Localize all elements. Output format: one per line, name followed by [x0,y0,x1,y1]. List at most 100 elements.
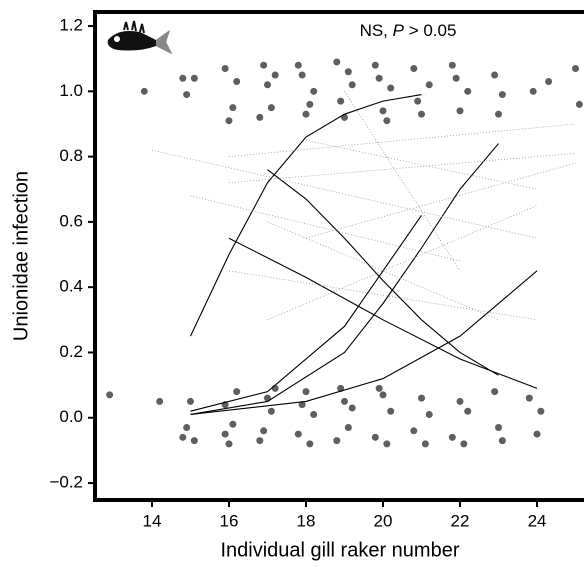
point [156,397,164,405]
point [491,388,499,396]
fit-curve [228,237,538,389]
point [298,71,306,79]
point [310,87,318,95]
point [448,433,456,441]
point [387,407,395,415]
fit-curve [189,94,422,337]
point [410,64,418,72]
y-tick-label: 1.2 [59,16,83,35]
point [271,71,279,79]
point [186,397,194,405]
y-tick-label: 0.4 [59,277,83,296]
point [383,440,391,448]
point [495,424,503,432]
point [533,430,541,438]
point [371,433,379,441]
x-tick-label: 14 [143,511,162,530]
point [190,437,198,445]
trend-line-dotted [228,123,576,158]
x-tick-label: 18 [297,511,316,530]
point [263,81,271,89]
y-tick-label: 1.0 [59,81,83,100]
x-tick-label: 16 [220,511,239,530]
point [302,110,310,118]
plot-frame [93,10,584,502]
point [221,430,229,438]
point [233,388,241,396]
y-axis-label: Unionidae infection [10,171,32,341]
point [375,74,383,82]
point [183,424,191,432]
point [233,78,241,86]
point [425,81,433,89]
trend-line-dotted [305,139,538,190]
point [375,384,383,392]
point [464,87,472,95]
point [179,433,187,441]
trend-line-dotted [228,152,576,184]
point [221,64,229,72]
point [256,437,264,445]
trend-line-dotted [151,149,538,239]
point [418,110,426,118]
point [575,100,583,108]
fit-curve [190,270,538,416]
trend-line-dotted [305,162,576,239]
point [267,104,275,112]
point [348,81,356,89]
point [498,91,506,99]
point [525,394,533,402]
y-tick-label: 0.8 [59,146,83,165]
point [410,427,418,435]
point [190,74,198,82]
point [294,61,302,69]
point [344,424,352,432]
point [414,97,422,105]
point [529,87,537,95]
point [379,107,387,115]
point [263,394,271,402]
point [229,104,237,112]
point [294,430,302,438]
point [452,74,460,82]
point [495,110,503,118]
x-axis-label: Individual gill raker number [220,539,459,561]
annotation-part: > 0.05 [404,21,456,40]
point [460,440,468,448]
point [271,384,279,392]
point [537,407,545,415]
trend-line-dotted [190,195,461,262]
point [456,107,464,115]
point [387,84,395,92]
x-tick-label: 22 [451,511,470,530]
point [256,113,264,121]
point [183,91,191,99]
point [498,437,506,445]
point [229,420,237,428]
x-tick-label: 24 [528,511,547,530]
point [179,74,187,82]
point [371,61,379,69]
trend-line-dotted [228,270,538,321]
fit-curve [190,143,499,416]
y-tick-label: 0.2 [59,342,83,361]
annotation: NS, P > 0.05 [360,21,457,40]
point [425,410,433,418]
point [448,61,456,69]
point [333,58,341,66]
point [379,391,387,399]
point [572,64,580,72]
trend-line-dotted [267,205,538,321]
point [418,394,426,402]
point [464,407,472,415]
point [421,440,429,448]
point [306,440,314,448]
point [302,388,310,396]
point [341,397,349,405]
point [225,117,233,125]
fish-icon [107,20,172,54]
y-tick-label: 0.6 [59,211,83,230]
point [341,113,349,121]
